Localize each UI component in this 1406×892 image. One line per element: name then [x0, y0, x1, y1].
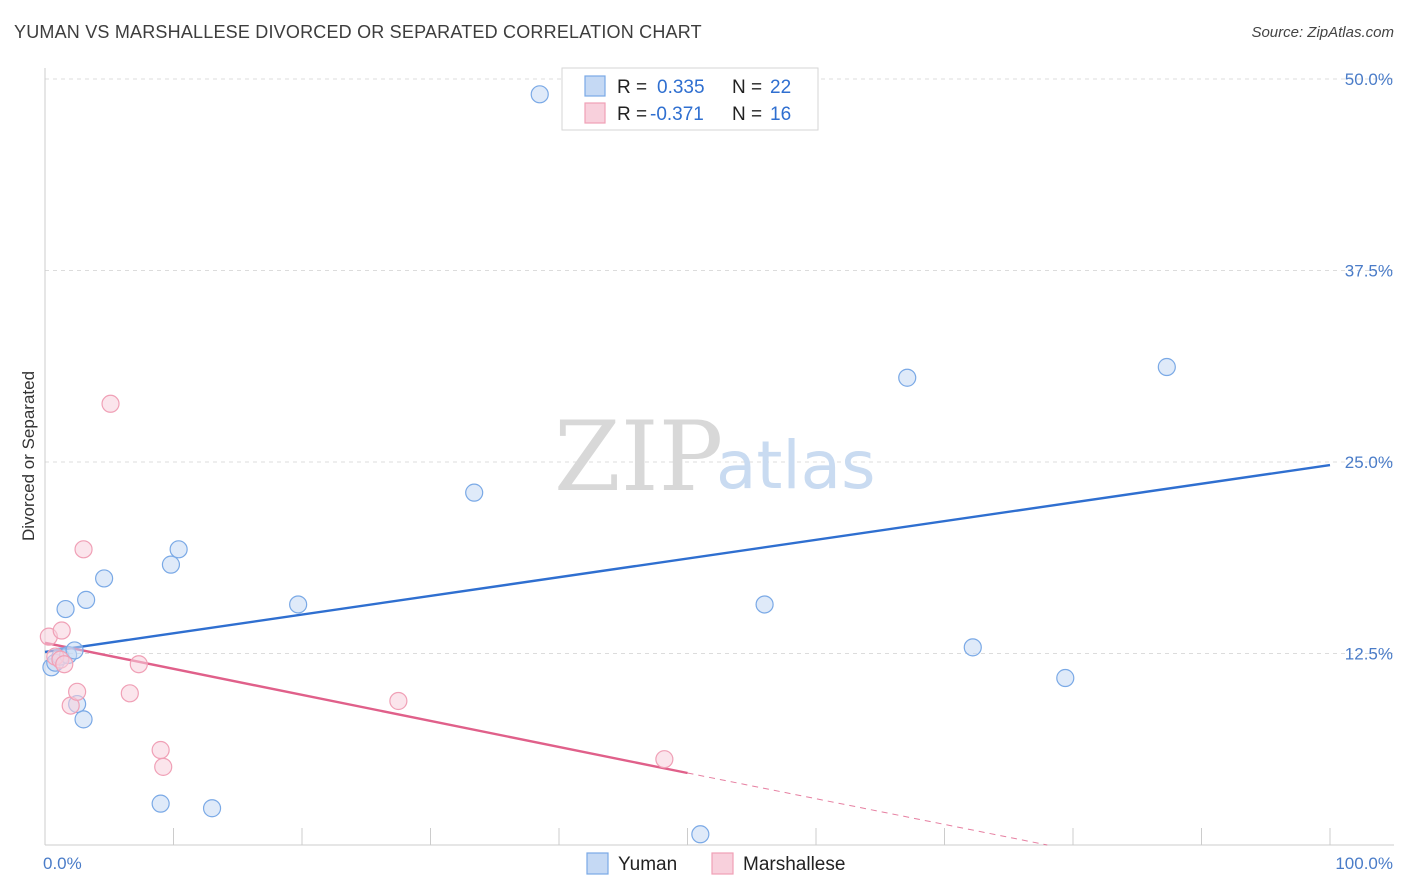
y-axis-title: Divorced or Separated: [19, 371, 38, 541]
watermark-atlas: atlas: [716, 427, 876, 504]
legend-swatch-yuman: [584, 75, 606, 97]
point-yuman: [169, 540, 188, 559]
point-marshallese: [120, 684, 139, 703]
data-points: [39, 85, 1176, 844]
point-yuman: [151, 794, 170, 813]
point-yuman: [691, 825, 710, 844]
legend-n-label-2: N =: [732, 104, 762, 125]
legend-n-label-1: N =: [732, 77, 762, 98]
point-marshallese: [101, 394, 120, 413]
trend-line-marshallese: [44, 641, 688, 775]
point-yuman: [1056, 668, 1075, 688]
legend-swatch-marshallese: [584, 102, 606, 124]
legend-r-label-1: R =: [617, 77, 647, 98]
trend-extension-marshallese: [687, 772, 1048, 846]
point-marshallese: [129, 655, 148, 674]
legend-n-value-2: 16: [770, 104, 791, 125]
point-yuman: [898, 368, 917, 387]
stats-legend: R = 0.335 N = 22 R = -0.371 N = 16: [561, 67, 819, 131]
axes: [44, 68, 1394, 846]
grid-lines: [45, 78, 1394, 654]
point-yuman: [56, 599, 75, 619]
series-legend: Yuman Marshallese: [586, 852, 845, 875]
point-yuman: [289, 595, 308, 614]
series-legend-label-marshallese: Marshallese: [743, 854, 845, 875]
y-tick-label: 50.0%: [1345, 70, 1393, 89]
trend-line-yuman: [44, 463, 1331, 654]
chart-title: YUMAN VS MARSHALLESE DIVORCED OR SEPARAT…: [14, 22, 702, 42]
source-label: Source: ZipAtlas.com: [1251, 24, 1394, 41]
legend-r-value-2: -0.371: [650, 104, 704, 125]
point-marshallese: [52, 621, 71, 640]
point-yuman: [1157, 357, 1176, 377]
y-tick-label: 37.5%: [1345, 262, 1393, 281]
watermark-zip: ZIP: [554, 401, 723, 513]
x-tick-label: 100.0%: [1335, 854, 1393, 873]
point-yuman: [202, 799, 222, 818]
series-legend-swatch-yuman: [586, 852, 609, 875]
x-tick-label: 0.0%: [43, 854, 82, 873]
point-yuman: [74, 710, 93, 729]
point-yuman: [95, 569, 114, 588]
point-yuman: [161, 555, 181, 574]
point-marshallese: [68, 682, 87, 701]
point-marshallese: [55, 655, 74, 674]
point-marshallese: [655, 750, 674, 769]
y-tick-label: 12.5%: [1345, 645, 1393, 664]
point-yuman: [465, 483, 484, 502]
legend-r-label-2: R =: [617, 104, 647, 125]
point-yuman: [77, 590, 96, 609]
y-tick-label: 25.0%: [1345, 453, 1393, 472]
point-yuman: [755, 595, 774, 614]
point-yuman: [65, 641, 84, 660]
point-yuman: [963, 638, 982, 657]
point-marshallese: [389, 691, 408, 711]
point-marshallese: [74, 540, 93, 559]
point-yuman: [530, 85, 549, 104]
point-marshallese: [151, 740, 170, 760]
tick-labels: 12.5% 25.0% 37.5% 50.0% 0.0% 100.0%: [43, 70, 1393, 873]
series-legend-label-yuman: Yuman: [618, 854, 677, 875]
legend-n-value-1: 22: [770, 77, 791, 98]
point-marshallese: [154, 757, 173, 776]
series-legend-swatch-marshallese: [711, 852, 734, 875]
watermark: ZIP atlas: [554, 401, 876, 513]
legend-r-value-1: 0.335: [657, 77, 705, 98]
trend-lines: [44, 463, 1331, 846]
